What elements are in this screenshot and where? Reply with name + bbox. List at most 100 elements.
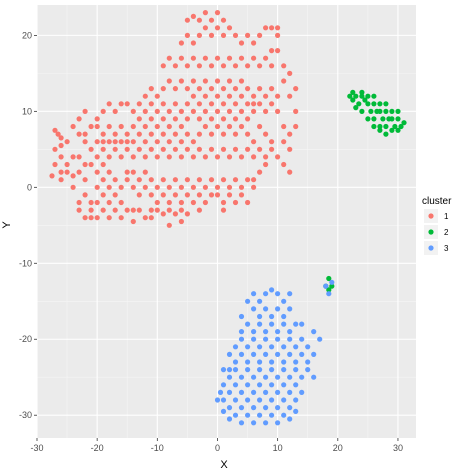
cluster-1-point (257, 32, 263, 39)
cluster-1-point (178, 199, 184, 206)
cluster-1-point (172, 192, 178, 198)
cluster-1-point (70, 173, 76, 179)
cluster-1-point (238, 123, 245, 130)
cluster-1-point (106, 101, 112, 107)
cluster-1-point (172, 131, 178, 137)
cluster-3-point (226, 389, 233, 395)
cluster-1-point (112, 108, 118, 114)
cluster-1-point (112, 207, 118, 213)
cluster-1-point (142, 93, 148, 99)
cluster-1-point (263, 161, 269, 168)
cluster-1-point (281, 123, 287, 130)
cluster-1-point (154, 154, 160, 160)
cluster-1-point (196, 17, 202, 23)
cluster-1-point (178, 55, 184, 61)
cluster-2-point (329, 283, 335, 289)
cluster-2-point (389, 127, 395, 133)
cluster-3-point (287, 336, 293, 342)
cluster-1-point (130, 169, 136, 175)
cluster-1-point (220, 116, 227, 122)
cluster-3-point (232, 367, 239, 373)
cluster-1-point (184, 211, 190, 217)
cluster-1-point (178, 207, 184, 213)
cluster-3-point (311, 351, 317, 357)
cluster-1-point (172, 116, 178, 122)
cluster-2-point (371, 123, 377, 130)
cluster-1-point (166, 55, 172, 61)
cluster-1-point (136, 207, 142, 213)
cluster-2-point (362, 97, 368, 103)
cluster-1-point (263, 131, 269, 137)
cluster-1-point (190, 139, 196, 145)
cluster-1-point (178, 218, 184, 225)
cluster-1-point (166, 199, 172, 206)
cluster-1-point (118, 154, 124, 160)
cluster-1-point (88, 146, 94, 152)
legend: cluster 1 2 3 (422, 196, 452, 255)
cluster-1-point (52, 146, 58, 152)
cluster-1-point (269, 63, 275, 69)
cluster-3-point (299, 336, 305, 342)
cluster-1-point (136, 146, 142, 152)
cluster-1-point (190, 199, 196, 206)
cluster-2-point (398, 123, 404, 130)
major-gridlines (36, 5, 416, 438)
cluster-1-point (172, 146, 178, 152)
cluster-1-point (184, 146, 190, 152)
cluster-1-point (190, 184, 196, 190)
cluster-1-point (214, 123, 221, 130)
cluster-1-point (82, 139, 88, 145)
cluster-3-point (263, 351, 269, 357)
cluster-1-point (112, 192, 118, 198)
cluster-1-point (154, 184, 160, 190)
cluster-3-point (281, 321, 287, 327)
cluster-1-point (245, 101, 251, 107)
cluster-1-point (130, 123, 136, 130)
cluster-1-point (202, 154, 208, 160)
x-tick-label: 10 (273, 443, 283, 453)
cluster-1-point (202, 25, 208, 31)
legend-swatch (428, 245, 434, 251)
cluster-1-point (269, 139, 275, 145)
cluster-1-point (148, 131, 154, 137)
cluster-2-point (365, 101, 371, 107)
cluster-2-point (383, 123, 389, 130)
cluster-1-point (88, 215, 94, 221)
cluster-2-point (380, 116, 386, 122)
cluster-2-point (371, 93, 377, 99)
cluster-1-point (58, 169, 64, 175)
cluster-1-point (184, 17, 190, 23)
cluster-1-point (148, 146, 154, 152)
cluster-3-point (269, 359, 275, 365)
cluster-1-point (154, 123, 160, 130)
cluster-1-point (220, 146, 227, 152)
y-tick-label: 20 (22, 30, 32, 40)
x-tick-label: 30 (393, 443, 403, 453)
cluster-2-point (377, 123, 383, 130)
cluster-1-point (281, 63, 287, 69)
cluster-1-point (208, 63, 215, 69)
cluster-1-point (202, 93, 208, 99)
cluster-1-point (124, 207, 130, 213)
cluster-1-point (82, 215, 88, 221)
cluster-3-point (263, 291, 269, 297)
cluster-1-point (263, 154, 269, 160)
cluster-1-point (130, 184, 136, 190)
cluster-3-point (269, 313, 275, 320)
cluster-1-point (202, 184, 208, 190)
cluster-3-point (245, 344, 251, 350)
x-tick-label: -10 (151, 443, 164, 453)
cluster-1-point (202, 108, 208, 114)
cluster-1-point (196, 116, 202, 122)
cluster-3-point (326, 291, 332, 297)
cluster-3-point (305, 344, 311, 350)
cluster-1-point (112, 146, 118, 152)
x-tick-label: -30 (30, 443, 43, 453)
cluster-1-point (136, 192, 142, 198)
cluster-1-point (269, 25, 275, 31)
cluster-1-point (124, 146, 130, 152)
cluster-1-point (142, 108, 148, 114)
cluster-1-point (142, 154, 148, 160)
cluster-3-point (238, 389, 245, 395)
